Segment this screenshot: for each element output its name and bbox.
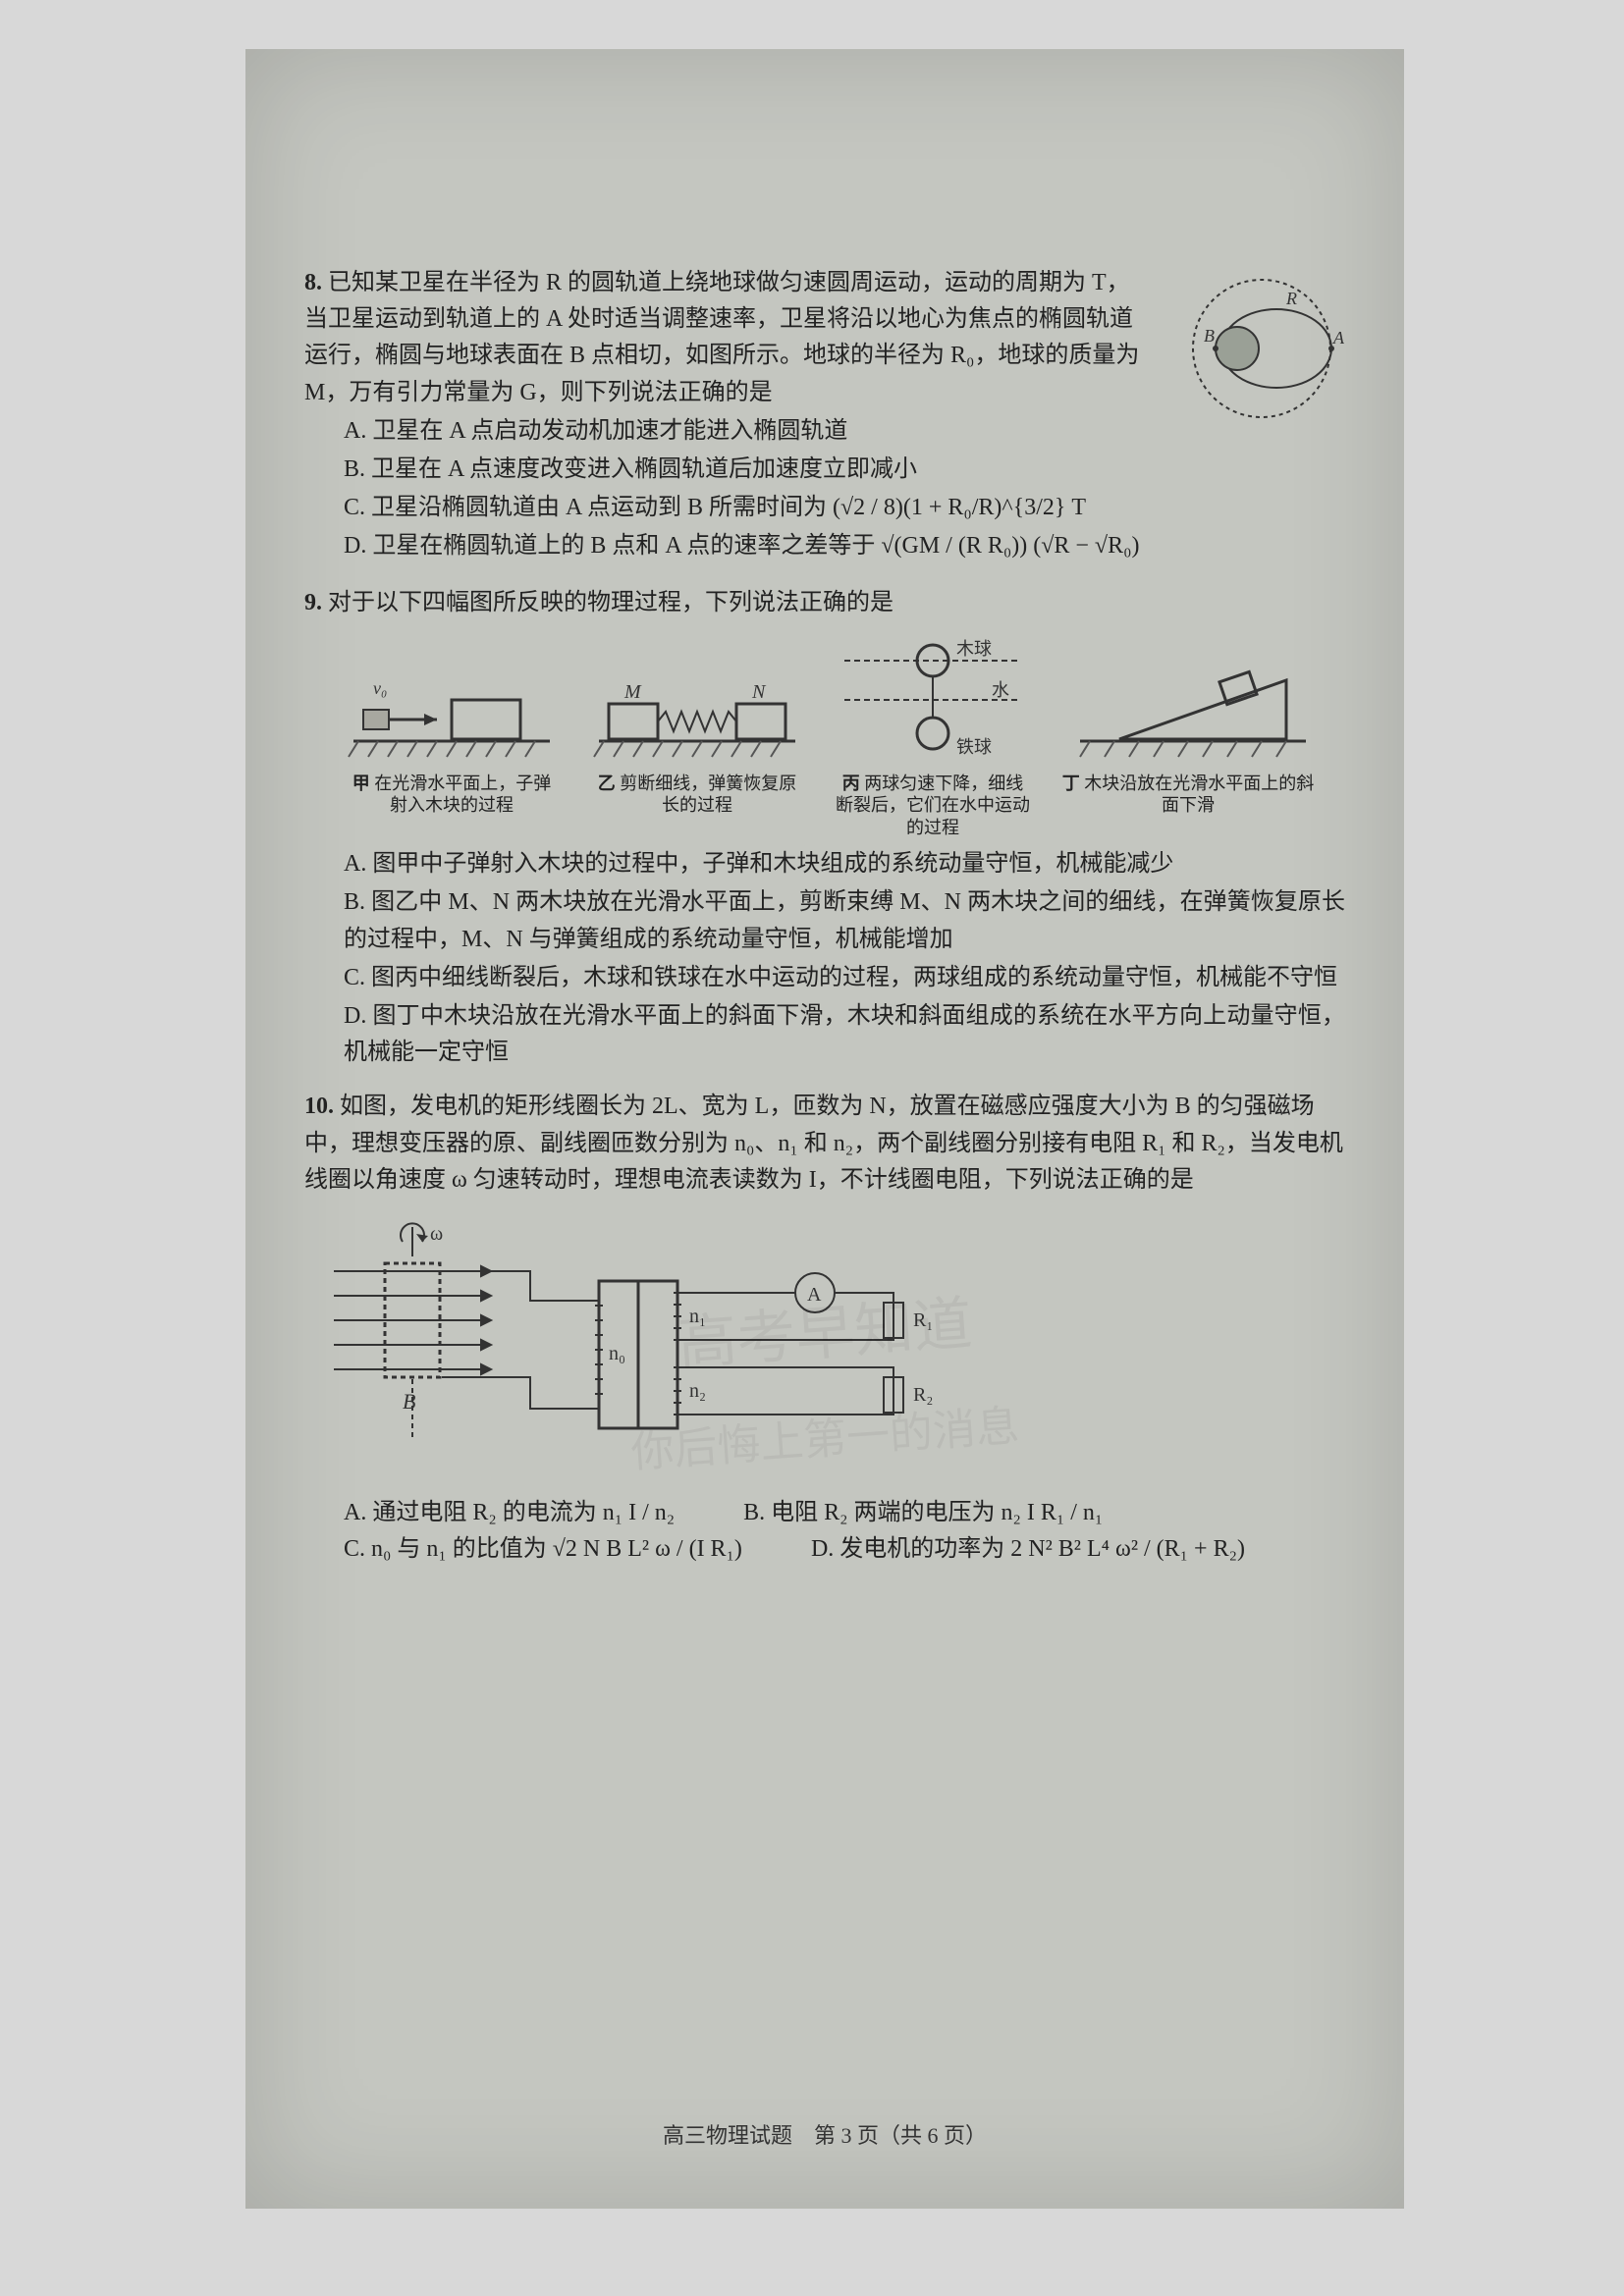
q10-diagram: ω B	[304, 1212, 1345, 1487]
cap-jia: 在光滑水平面上，子弹射入木块的过程	[374, 774, 551, 816]
cap-yi: 剪断细线，弹簧恢复原长的过程	[620, 774, 796, 816]
q9-diagram-yi: M N	[589, 670, 805, 769]
svg-text:水: 水	[992, 680, 1009, 700]
q10-options-row2: C. n₀ 与 n₁ 的比值为 √2 N B L² ω / (I R₁) D. …	[344, 1531, 1345, 1568]
label-R: R	[1285, 289, 1297, 308]
q9-opt-A: A. 图甲中子弹射入木块的过程中，子弹和木块组成的系统动量守恒，机械能减少	[344, 846, 1345, 882]
q9-opt-C: C. 图丙中细线断裂后，木球和铁球在水中运动的过程，两球组成的系统动量守恒，机械…	[344, 960, 1345, 996]
q10-opt-D: D. 发电机的功率为 2 N² B² L⁴ ω² / (R₁ + R₂)	[811, 1531, 1245, 1568]
cap-ding: 木块沿放在光滑水平面上的斜面下滑	[1084, 774, 1314, 816]
q8-stem: 已知某卫星在半径为 R 的圆轨道上绕地球做匀速圆周运动，运动的周期为 T，当卫星…	[304, 270, 1139, 405]
exam-page: 高考早知道 你后悔上第一的消息 R B A 8. 已知某卫星在半径为 R 的圆轨…	[245, 49, 1404, 2209]
svg-text:n₀: n₀	[609, 1343, 625, 1364]
q10-number: 10.	[304, 1094, 334, 1119]
label-A: A	[1332, 328, 1345, 347]
page-footer: 高三物理试题 第 3 页（共 6 页）	[245, 2118, 1404, 2150]
q8-opt-B: B. 卫星在 A 点速度改变进入椭圆轨道后加速度立即减小	[344, 452, 1345, 488]
svg-text:ω: ω	[430, 1223, 443, 1245]
cap-ding-label: 丁	[1062, 774, 1080, 793]
q8-opt-C: C. 卫星沿椭圆轨道由 A 点运动到 B 所需时间为 (√2 / 8)(1 + …	[344, 490, 1345, 526]
question-8: R B A 8. 已知某卫星在半径为 R 的圆轨道上绕地球做匀速圆周运动，运动的…	[304, 265, 1345, 567]
svg-text:木球: 木球	[956, 639, 992, 659]
cap-bing-label: 丙	[842, 774, 860, 793]
cap-yi-label: 乙	[598, 774, 616, 793]
svg-text:v₀: v₀	[373, 678, 387, 698]
q9-opt-D: D. 图丁中木块沿放在光滑水平面上的斜面下滑，木块和斜面组成的系统在水平方向上动…	[344, 998, 1345, 1071]
q9-stem: 对于以下四幅图所反映的物理过程，下列说法正确的是	[328, 590, 893, 615]
cap-jia-label: 甲	[352, 774, 370, 793]
q10-options-row1: A. 通过电阻 R₂ 的电流为 n₁ I / n₂ B. 电阻 R₂ 两端的电压…	[344, 1495, 1345, 1531]
question-10: 10. 如图，发电机的矩形线圈长为 2L、宽为 L，匝数为 N，放置在磁感应强度…	[304, 1089, 1345, 1568]
q10-stem: 如图，发电机的矩形线圈长为 2L、宽为 L，匝数为 N，放置在磁感应强度大小为 …	[304, 1094, 1343, 1192]
q9-diagram-ding	[1060, 661, 1316, 769]
svg-text:M: M	[623, 681, 642, 703]
svg-text:N: N	[751, 681, 767, 703]
label-B: B	[1204, 326, 1215, 346]
q8-number: 8.	[304, 270, 322, 295]
q10-opt-C: C. n₀ 与 n₁ 的比值为 √2 N B L² ω / (I R₁)	[344, 1531, 742, 1568]
svg-text:A: A	[807, 1284, 822, 1306]
q9-diagrams: v₀ M N	[344, 631, 1345, 769]
svg-text:n₁: n₁	[689, 1306, 706, 1327]
q8-opt-D: D. 卫星在椭圆轨道上的 B 点和 A 点的速率之差等于 √(GM / (R R…	[344, 528, 1345, 564]
svg-text:B: B	[403, 1389, 415, 1414]
svg-text:R₂: R₂	[913, 1384, 933, 1406]
q9-diagram-bing: 木球 水 铁球	[835, 631, 1031, 769]
q9-captions: 甲 在光滑水平面上，子弹射入木块的过程 乙 剪断细线，弹簧恢复原长的过程 丙 两…	[344, 773, 1345, 839]
q9-diagram-jia: v₀	[344, 670, 560, 769]
q9-number: 9.	[304, 590, 322, 615]
svg-text:R₁: R₁	[913, 1309, 933, 1331]
svg-text:n₂: n₂	[689, 1380, 706, 1402]
q9-opt-B: B. 图乙中 M、N 两木块放在光滑水平面上，剪断束缚 M、N 两木块之间的细线…	[344, 884, 1345, 957]
q8-diagram: R B A	[1168, 265, 1345, 432]
q10-opt-B: B. 电阻 R₂ 两端的电压为 n₂ I R₁ / n₁	[743, 1495, 1103, 1531]
q10-opt-A: A. 通过电阻 R₂ 的电流为 n₁ I / n₂	[344, 1495, 675, 1531]
question-9: 9. 对于以下四幅图所反映的物理过程，下列说法正确的是 v₀	[304, 585, 1345, 1072]
svg-text:铁球: 铁球	[956, 737, 992, 757]
cap-bing: 两球匀速下降，细线断裂后，它们在水中运动的过程	[836, 774, 1030, 837]
